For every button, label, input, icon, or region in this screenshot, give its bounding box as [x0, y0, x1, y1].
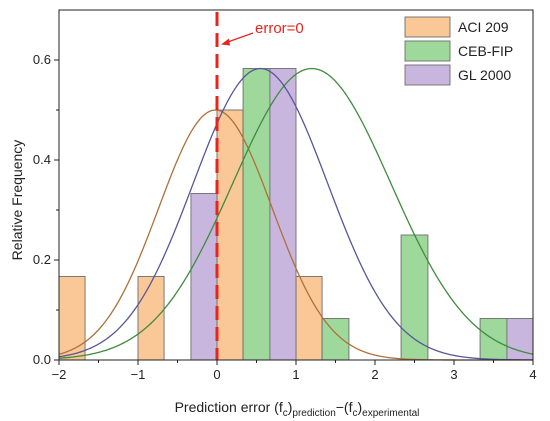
fit-curve-gl-2000: [58, 67, 534, 361]
annotation-label: error=0: [255, 20, 304, 37]
bar-aci-209-1: [137, 276, 165, 361]
y-tick-label: 0.4: [33, 152, 51, 167]
legend-label: CEB-FIP: [458, 43, 513, 59]
y-axis-title: Relative Frequency: [9, 140, 25, 261]
y-tick-label: 0.2: [33, 252, 51, 267]
y-tick-label: 0.6: [33, 52, 51, 67]
x-tick-label: −1: [131, 367, 146, 382]
x-tick-label: 4: [529, 367, 536, 382]
legend-swatch-gl-2000: [404, 64, 451, 86]
annotation-arrow: [224, 32, 254, 44]
legend-swatch-ceb-fip: [404, 40, 451, 62]
legend-label: ACI 209: [458, 19, 509, 35]
x-tick-label: 3: [450, 367, 457, 382]
bar-aci-209-2: [216, 109, 244, 361]
bar-aci-209-3: [295, 276, 323, 361]
x-tick-label: 2: [371, 367, 378, 382]
bar-ceb-fip-0: [242, 68, 271, 361]
x-tick-label: −2: [52, 367, 67, 382]
x-tick-label: 1: [292, 367, 299, 382]
x-axis-title: Prediction error (fc)prediction−(fc)expe…: [175, 399, 420, 419]
legend-swatch-aci-209: [404, 16, 451, 38]
bar-aci-209-0: [58, 276, 86, 361]
legend: ACI 209 CEB-FIP GL 2000: [404, 16, 513, 86]
legend-label: GL 2000: [458, 67, 511, 83]
annotation-arrowhead: [221, 38, 230, 46]
bar-ceb-fip-1: [321, 318, 350, 361]
x-tick-label: 0: [213, 367, 220, 382]
bar-gl-2000-0: [190, 193, 218, 361]
fit-curve-ceb-fip: [58, 67, 534, 359]
plot-area: error=0 −2 −1 0 1 2 3 4 0.0 0.2 0.4 0.6: [33, 9, 537, 382]
y-tick-label: 0.0: [33, 352, 51, 367]
